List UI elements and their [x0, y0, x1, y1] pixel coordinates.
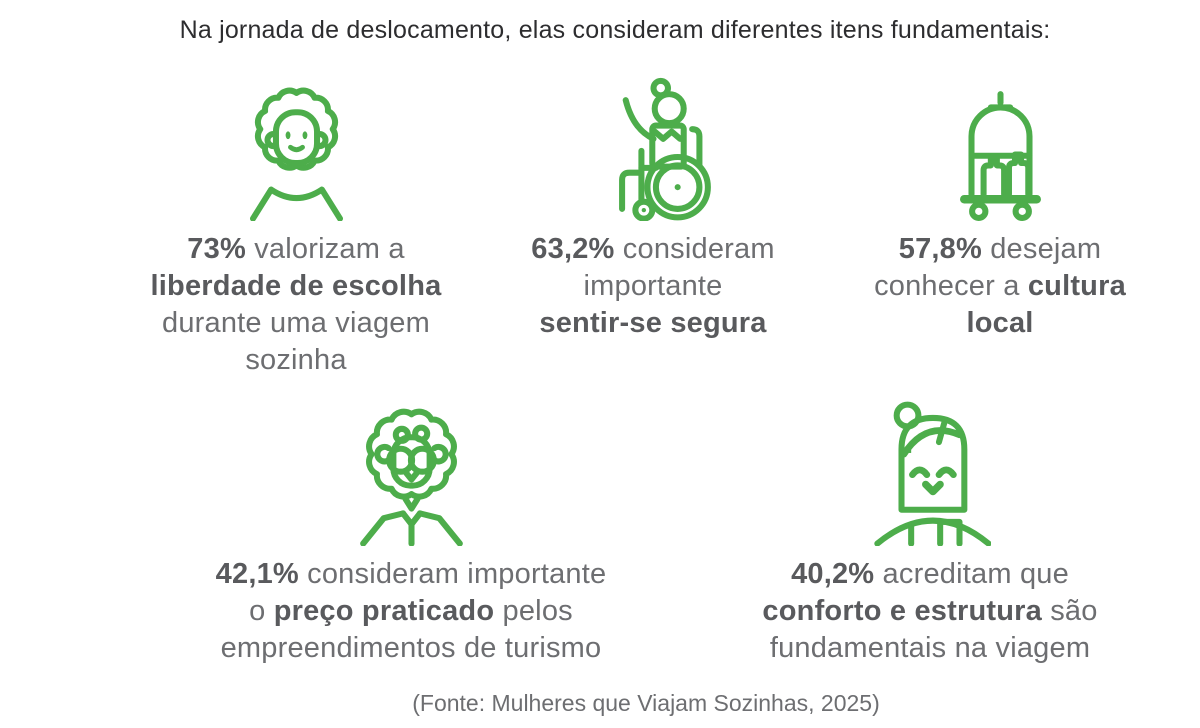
stat-text-preco: 42,1% consideram importante o preço prat… — [215, 558, 607, 664]
glasses-curly-woman-icon — [351, 398, 472, 546]
page-title: Na jornada de deslocamento, elas conside… — [179, 16, 1051, 44]
stat-item-preco: 42,1% consideram importante o preço prat… — [141, 398, 681, 667]
stat-text-conforto: 40,2% acreditam que conforto e estrutura… — [762, 558, 1098, 664]
stat-item-liberdade: 73% valorizam a liberdade de escolha dur… — [111, 73, 481, 379]
bun-hair-woman-icon — [870, 398, 991, 546]
curly-afro-woman-icon — [236, 73, 357, 221]
stat-text-seguranca: 63,2% consideram importante sentir-se se… — [531, 233, 775, 339]
wheelchair-woman-icon — [593, 73, 714, 221]
stat-item-cultura: 57,8% desejam conhecer a cultura local — [825, 73, 1175, 342]
stat-item-seguranca: 63,2% consideram importante sentir-se se… — [478, 73, 828, 342]
stat-text-liberdade: 73% valorizam a liberdade de escolha dur… — [150, 233, 442, 376]
luggage-cart-icon — [940, 73, 1061, 221]
stat-text-cultura: 57,8% desejam conhecer a cultura local — [874, 233, 1126, 339]
stat-item-conforto: 40,2% acreditam que conforto e estrutura… — [685, 398, 1175, 667]
source-caption: (Fonte: Mulheres que Viajam Sozinhas, 20… — [412, 690, 880, 716]
